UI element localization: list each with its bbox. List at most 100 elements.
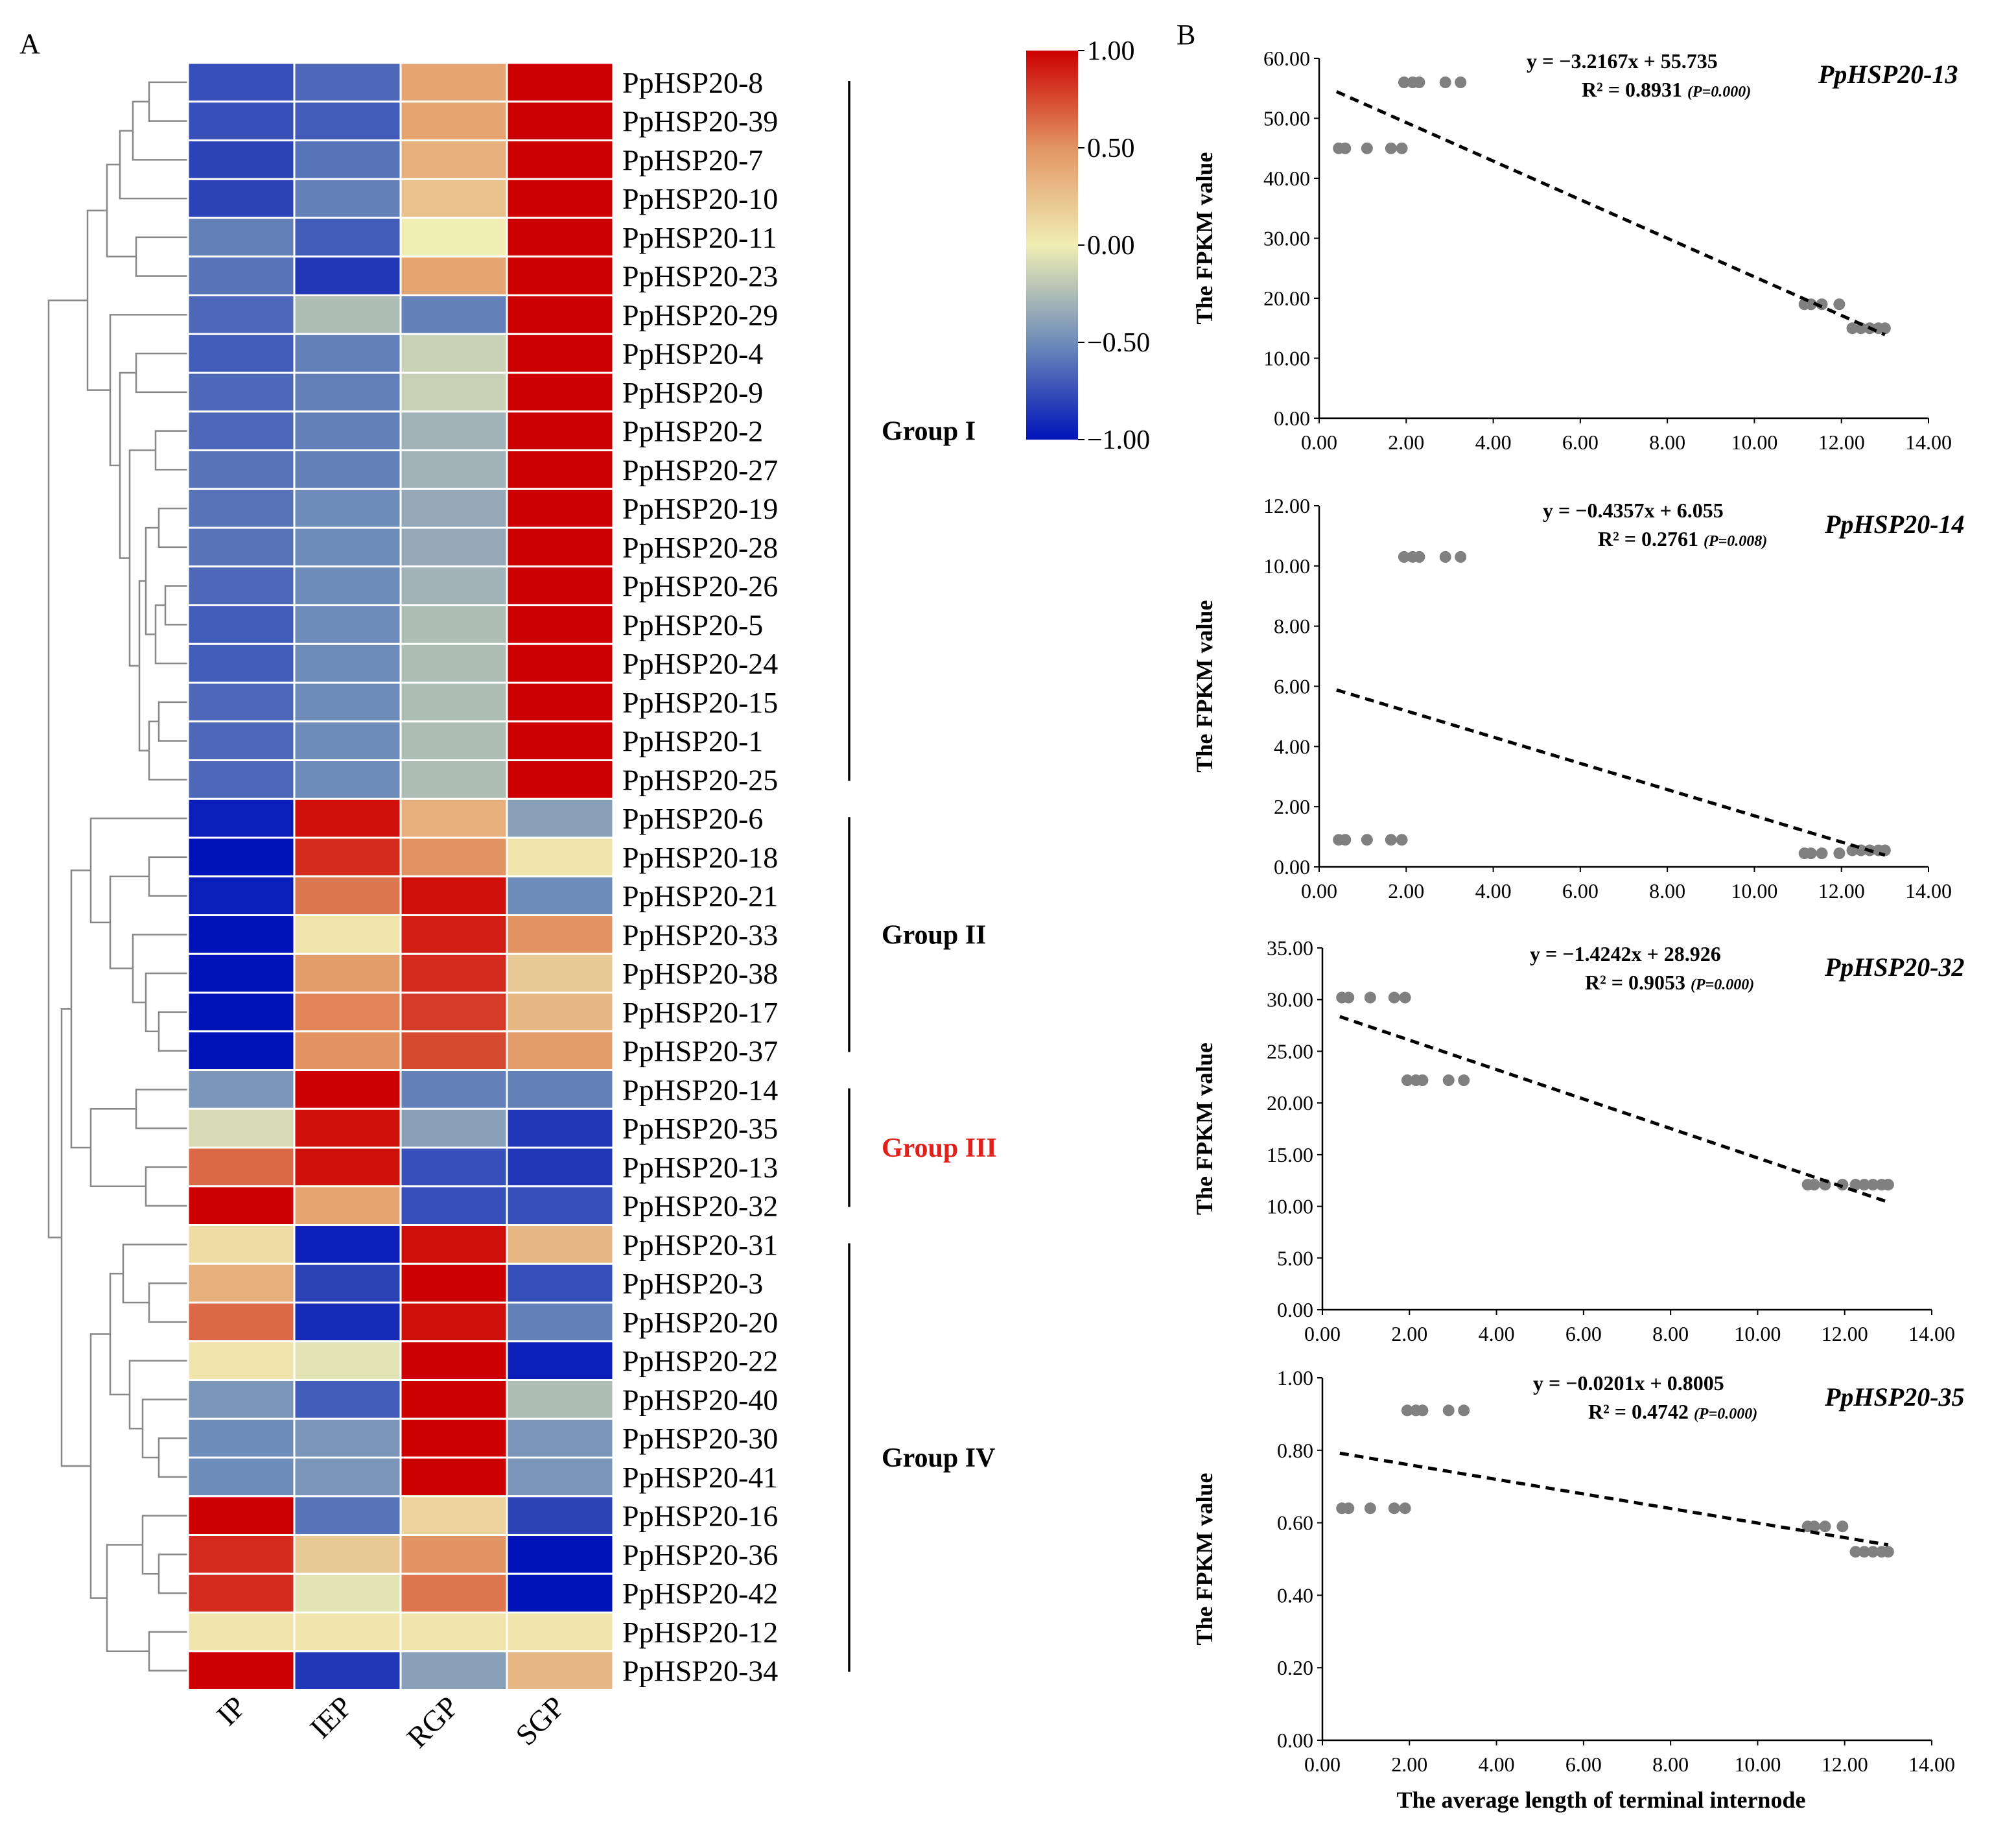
heatmap-cell	[187, 875, 296, 916]
data-point	[1396, 142, 1408, 154]
data-point	[1867, 1546, 1879, 1558]
column-label: IP	[210, 1690, 252, 1732]
data-point	[1867, 1179, 1879, 1191]
heatmap-cell	[399, 720, 508, 761]
gene-label: PpHSP20-6	[622, 802, 763, 835]
regression-equation: y = −1.4242x + 28.926	[1530, 942, 1721, 965]
heatmap-cell	[399, 643, 508, 684]
heatmap-cell	[187, 449, 296, 490]
heatmap-cell	[399, 798, 508, 839]
heatmap-cell	[293, 1030, 402, 1071]
dendrogram-branch	[158, 701, 188, 742]
colorbar-tick-label: 0.50	[1087, 134, 1135, 163]
heatmap-cell	[399, 178, 508, 219]
column-label: SGP	[509, 1690, 571, 1752]
heatmap-cell	[293, 681, 402, 723]
x-tick-label: 2.00	[1388, 879, 1424, 903]
heatmap-cell	[187, 217, 296, 258]
gene-label: PpHSP20-42	[622, 1577, 778, 1610]
y-tick-label: 0.00	[1277, 1729, 1313, 1752]
heatmap-cell	[506, 1650, 615, 1691]
heatmap-cell	[293, 1495, 402, 1536]
regression-line	[1339, 1015, 1889, 1204]
heatmap-cell	[399, 100, 508, 141]
data-point	[1836, 1179, 1849, 1191]
heatmap-cell	[293, 604, 402, 645]
gene-label: PpHSP20-4	[622, 337, 763, 370]
heatmap-cell	[399, 836, 508, 878]
heatmap-cell	[506, 952, 615, 994]
r-squared: R² = 0.9053 (P=0.000)	[1585, 971, 1754, 994]
heatmap-cell	[187, 798, 296, 839]
y-tick-label: 60.00	[1263, 47, 1310, 70]
dendrogram-branch	[106, 163, 136, 257]
heatmap-cell	[399, 1030, 508, 1071]
x-tick-label: 6.00	[1562, 879, 1599, 903]
x-tick-label: 12.00	[1818, 431, 1865, 454]
heatmap-cell	[506, 991, 615, 1033]
heatmap-cell	[506, 1572, 615, 1614]
heatmap-cell	[293, 62, 402, 103]
data-point	[1399, 991, 1411, 1004]
data-point	[1882, 1546, 1894, 1558]
heatmap-cell	[187, 759, 296, 800]
heatmap-cell	[399, 952, 508, 994]
x-tick-label: 2.00	[1391, 1322, 1427, 1345]
x-tick-label: 14.00	[1905, 879, 1952, 903]
heatmap-cell	[187, 100, 296, 141]
data-point	[1399, 1502, 1411, 1515]
heatmap-cell	[506, 1301, 615, 1343]
y-tick-label: 35.00	[1267, 936, 1313, 960]
heatmap-cell	[399, 255, 508, 296]
heatmap-cell	[293, 1107, 402, 1149]
heatmap-cell	[187, 1224, 296, 1265]
heatmap-cell	[506, 1379, 615, 1420]
y-tick-label: 0.00	[1274, 855, 1310, 879]
heatmap-cell	[187, 372, 296, 413]
data-point	[1858, 1546, 1870, 1558]
dendrogram-branch	[148, 856, 188, 897]
heatmap-cell	[187, 139, 296, 180]
heatmap-cell	[506, 643, 615, 684]
heatmap-cell	[506, 1107, 615, 1149]
heatmap-cell	[399, 1379, 508, 1420]
heatmap-cell	[293, 914, 402, 955]
regression-line	[1336, 688, 1886, 857]
heatmap-cell	[187, 836, 296, 878]
heatmap-cell	[293, 333, 402, 374]
x-tick-label: 10.00	[1734, 1322, 1781, 1345]
r-squared: R² = 0.2761 (P=0.008)	[1598, 527, 1767, 550]
x-tick-label: 8.00	[1652, 1753, 1689, 1776]
p-value: (P=0.000)	[1687, 84, 1751, 100]
data-point	[1879, 322, 1891, 335]
heatmap-cell	[187, 1146, 296, 1188]
regression-equation: y = −0.4357x + 6.055	[1543, 499, 1724, 522]
panel-letter-b: B	[1177, 19, 1195, 51]
heatmap-cell	[293, 565, 402, 606]
y-tick-label: 25.00	[1267, 1039, 1313, 1063]
gene-label: PpHSP20-20	[622, 1306, 778, 1339]
heatmap-cell	[399, 410, 508, 451]
heatmap-cell	[187, 991, 296, 1033]
heatmap-cell	[506, 410, 615, 451]
data-point	[1339, 834, 1352, 846]
heatmap-cell	[506, 1340, 615, 1381]
heatmap-cell	[506, 217, 615, 258]
x-tick-label: 6.00	[1565, 1322, 1602, 1345]
heatmap-cell	[187, 1456, 296, 1498]
gene-label: PpHSP20-21	[622, 880, 778, 913]
y-tick-label: 0.40	[1277, 1583, 1313, 1607]
x-tick-label: 12.00	[1818, 879, 1865, 903]
heatmap-cell	[506, 798, 615, 839]
heatmap-cell	[293, 294, 402, 335]
heatmap-cell	[506, 914, 615, 955]
dendrogram-branch	[148, 1282, 188, 1323]
colorbar-tick-label: −0.50	[1087, 328, 1150, 358]
heatmap-cell	[187, 526, 296, 568]
y-tick-label: 30.00	[1267, 988, 1313, 1011]
gene-label: PpHSP20-1	[622, 725, 763, 758]
scatter-plot: 0.00 2.00 4.00 6.00 8.00 10.00 12.00 0.00 2.00 4.…	[1191, 494, 1965, 903]
group-brackets: Group I Group II Group III Group IV	[848, 81, 997, 1672]
gene-label: PpHSP20-30	[622, 1422, 778, 1455]
dendrogram-branch	[70, 869, 91, 1149]
